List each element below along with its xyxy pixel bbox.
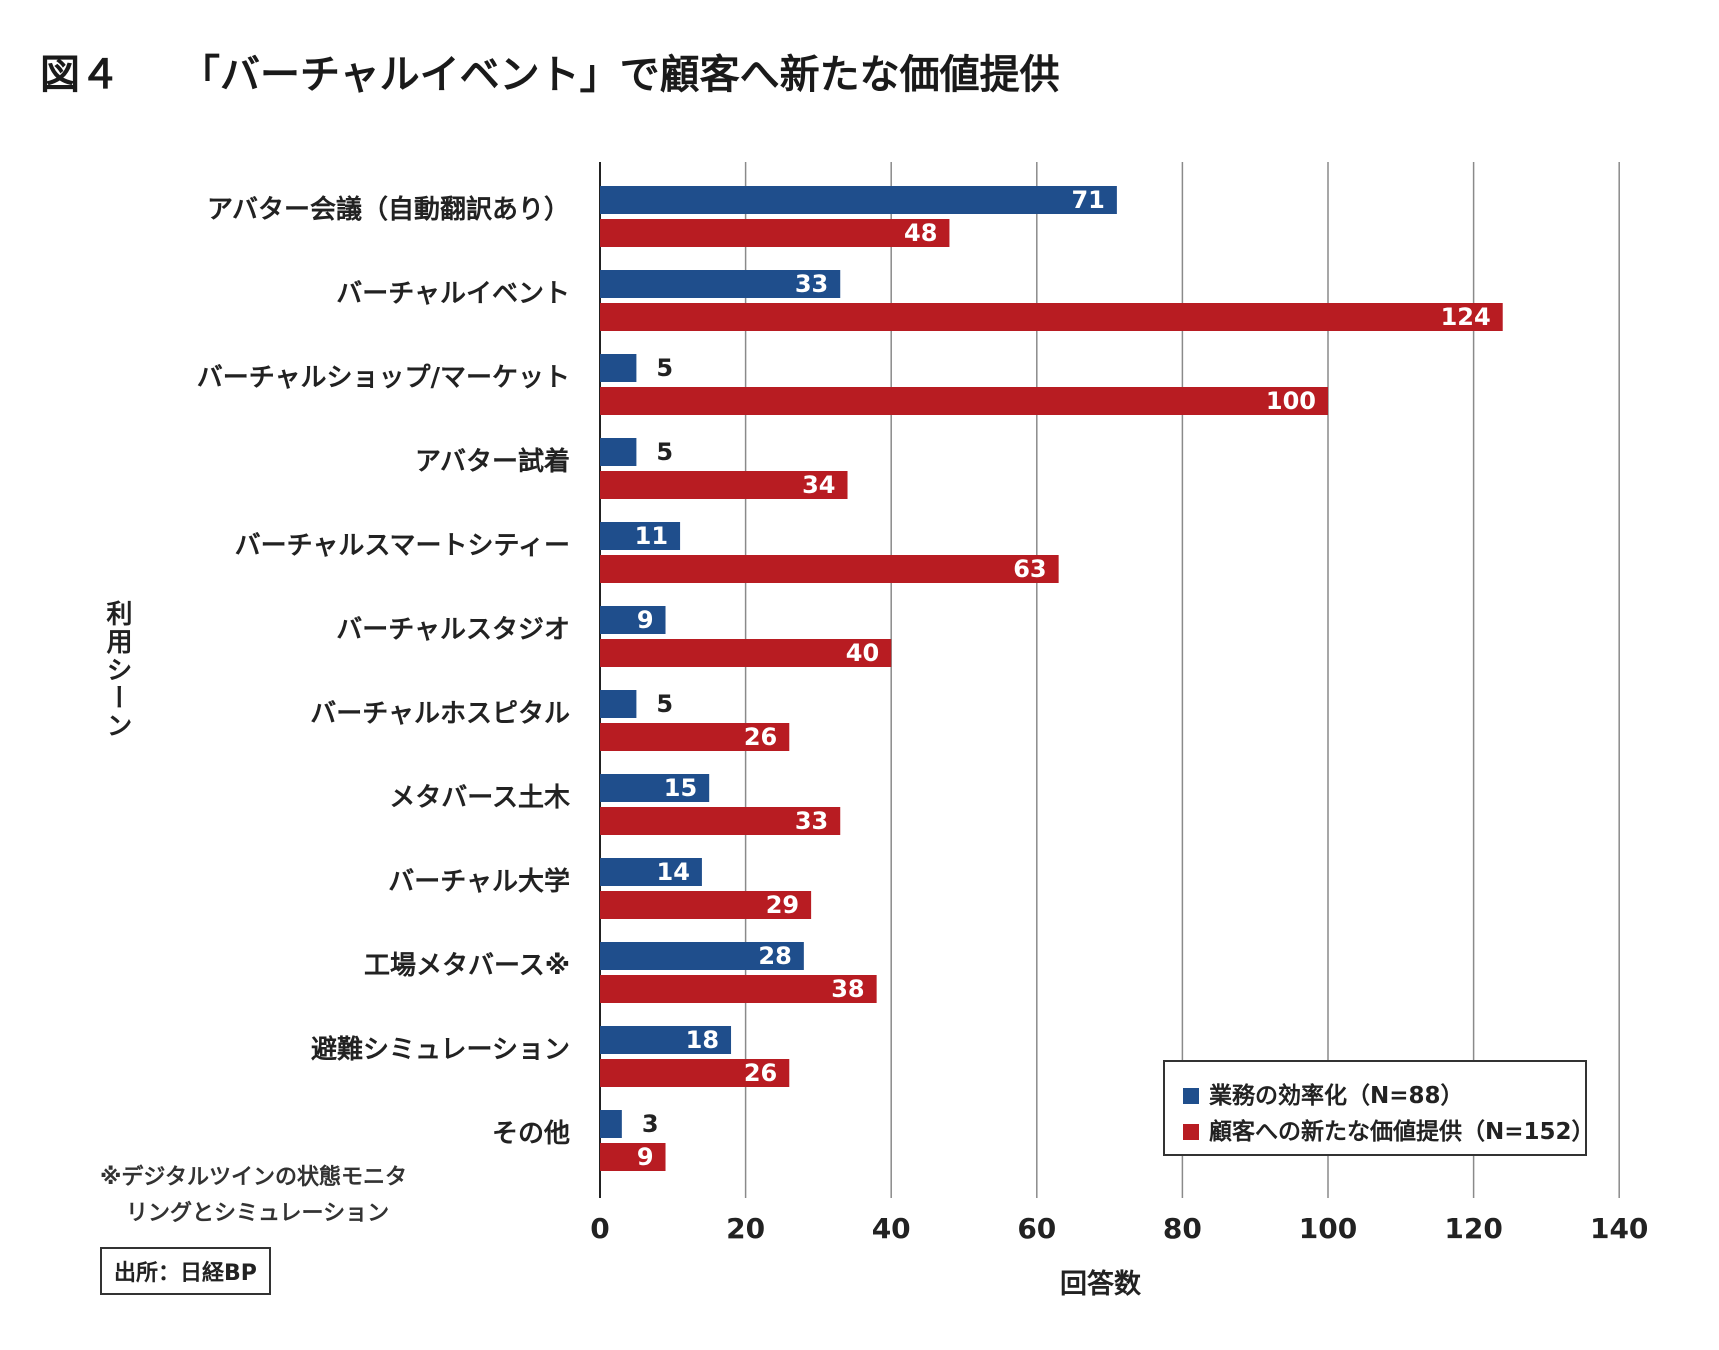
bar-efficiency — [600, 774, 710, 802]
bar-efficiency — [600, 1110, 622, 1138]
x-tick-label-40: 40 — [872, 1212, 911, 1245]
data-label-efficiency: 3 — [642, 1110, 659, 1138]
bar-value — [600, 891, 812, 919]
figure-title: 図４ 「バーチャルイベント」で顧客へ新たな価値提供 — [40, 42, 1060, 100]
footnote-line-2: リングとシミュレーション — [126, 1201, 390, 1226]
category-label: 工場メタバース※ — [364, 951, 570, 981]
bar-value — [600, 723, 790, 751]
category-label: バーチャルスマートシティー — [235, 531, 570, 561]
bar-value — [600, 1143, 666, 1171]
x-tick-label-140: 140 — [1590, 1212, 1648, 1245]
data-label-value: 34 — [802, 471, 835, 499]
bar-value — [600, 975, 877, 1003]
bar-efficiency — [600, 354, 637, 382]
bar-value — [600, 219, 950, 247]
category-label: その他 — [492, 1119, 570, 1149]
x-tick-label-20: 20 — [726, 1212, 765, 1245]
bar-value — [600, 303, 1503, 331]
bar-efficiency — [600, 942, 804, 970]
data-label-value: 100 — [1266, 387, 1316, 415]
data-label-value: 29 — [766, 891, 799, 919]
figure-number: 図４ — [40, 51, 120, 98]
data-label-value: 63 — [1013, 555, 1046, 583]
data-label-efficiency: 5 — [656, 690, 673, 718]
legend-swatch-blue — [1183, 1088, 1199, 1104]
footnote: ※デジタルツインの状態モニタ リングとシミュレーション — [100, 1160, 407, 1232]
data-label-value: 124 — [1441, 303, 1491, 331]
footnote-line-1: ※デジタルツインの状態モニタ — [100, 1165, 407, 1190]
data-label-value: 26 — [744, 723, 777, 751]
category-label: アバター試着 — [415, 446, 570, 477]
data-label-efficiency: 28 — [758, 942, 791, 970]
data-label-value: 9 — [637, 1143, 654, 1171]
bar-value — [600, 471, 848, 499]
x-axis-label: 回答数 — [1060, 1269, 1141, 1300]
data-label-efficiency: 15 — [664, 774, 697, 802]
x-tick-label-0: 0 — [590, 1212, 609, 1245]
category-label: バーチャルイベント — [336, 279, 570, 309]
legend-item-value: 顧客への新たな価値提供（N=152） — [1183, 1112, 1595, 1146]
data-label-efficiency: 18 — [686, 1026, 719, 1054]
bar-efficiency — [600, 438, 637, 466]
data-label-value: 40 — [846, 639, 879, 667]
data-label-efficiency: 5 — [656, 354, 673, 382]
category-label: 避難シミュレーション — [311, 1034, 570, 1065]
data-label-efficiency: 14 — [657, 858, 690, 886]
data-label-efficiency: 33 — [795, 270, 828, 298]
data-label-value: 48 — [904, 219, 937, 247]
figure-title-text: 「バーチャルイベント」で顧客へ新たな価値提供 — [180, 51, 1060, 98]
category-label: メタバース土木 — [389, 783, 570, 813]
data-label-efficiency: 9 — [637, 606, 654, 634]
bar-efficiency — [600, 186, 1117, 214]
data-label-efficiency: 71 — [1071, 186, 1104, 214]
bar-value — [600, 807, 841, 835]
bar-efficiency — [600, 690, 637, 718]
category-label: アバター会議（自動翻訳あり） — [207, 194, 570, 225]
bar-value — [600, 387, 1328, 415]
legend-swatch-red — [1183, 1124, 1199, 1140]
data-label-value: 38 — [831, 975, 864, 1003]
data-label-efficiency: 5 — [656, 438, 673, 466]
legend-label-value: 顧客への新たな価値提供（N=152） — [1209, 1119, 1595, 1145]
bar-efficiency — [600, 270, 841, 298]
bar-value — [600, 1059, 790, 1087]
data-label-value: 26 — [744, 1059, 777, 1087]
category-label: バーチャルショップ/マーケット — [197, 363, 570, 393]
category-label: バーチャルホスピタル — [310, 699, 570, 729]
source-note: 出所：日経BP — [100, 1247, 271, 1295]
x-tick-label-120: 120 — [1444, 1212, 1502, 1245]
x-tick-label-80: 80 — [1163, 1212, 1202, 1245]
bar-value — [600, 639, 892, 667]
bar-value — [600, 555, 1059, 583]
category-label: バーチャルスタジオ — [336, 615, 570, 645]
bar-efficiency — [600, 522, 681, 550]
bar-efficiency — [600, 1026, 732, 1054]
legend-label-efficiency: 業務の効率化（N=88） — [1209, 1083, 1464, 1109]
chart-legend: 業務の効率化（N=88） 顧客への新たな価値提供（N=152） — [1163, 1060, 1595, 1156]
category-label: バーチャル大学 — [388, 866, 570, 897]
data-label-value: 33 — [795, 807, 828, 835]
bar-efficiency — [600, 606, 666, 634]
bar-efficiency — [600, 858, 702, 886]
legend-item-efficiency: 業務の効率化（N=88） — [1183, 1076, 1464, 1110]
data-label-efficiency: 11 — [635, 522, 668, 550]
x-tick-label-60: 60 — [1017, 1212, 1056, 1245]
y-axis-label: 利用シーン — [102, 600, 132, 740]
x-tick-label-100: 100 — [1299, 1212, 1357, 1245]
